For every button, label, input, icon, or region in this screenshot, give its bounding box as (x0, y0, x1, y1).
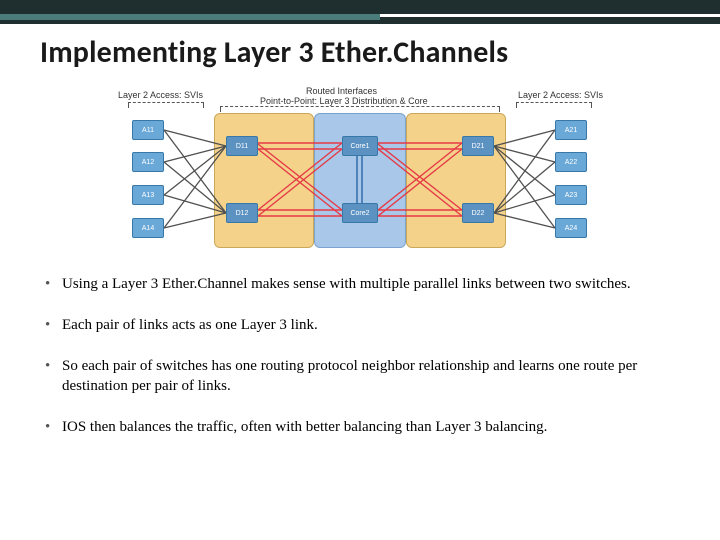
switch-core2: Core2 (342, 203, 378, 223)
switch-d11: D11 (226, 136, 258, 156)
switch-d12: D12 (226, 203, 258, 223)
switch-a13: A13 (132, 185, 164, 205)
switch-a11: A11 (132, 120, 164, 140)
slide: Implementing Layer 3 Ether.Channels Laye… (0, 0, 720, 540)
switch-a12: A12 (132, 152, 164, 172)
switch-a14: A14 (132, 218, 164, 238)
switch-d21: D21 (462, 136, 494, 156)
bullet-item: IOS then balances the traffic, often wit… (42, 418, 682, 437)
top-border (0, 0, 720, 24)
top-accent-teal (0, 14, 380, 20)
bullet-item: Each pair of links acts as one Layer 3 l… (42, 316, 682, 335)
network-diagram: Layer 2 Access: SVIs Routed Interfaces P… (130, 88, 590, 253)
switch-a22: A22 (555, 152, 587, 172)
switch-d22: D22 (462, 203, 494, 223)
bullet-item: So each pair of switches has one routing… (42, 357, 682, 395)
links-svg (130, 88, 590, 253)
bullet-item: Using a Layer 3 Ether.Channel makes sens… (42, 275, 682, 294)
top-accent-white (380, 14, 720, 17)
bullet-list: Using a Layer 3 Ether.Channel makes sens… (42, 275, 682, 459)
switch-a21: A21 (555, 120, 587, 140)
switch-a24: A24 (555, 218, 587, 238)
switch-a23: A23 (555, 185, 587, 205)
page-title: Implementing Layer 3 Ether.Channels (40, 34, 680, 71)
switch-core1: Core1 (342, 136, 378, 156)
